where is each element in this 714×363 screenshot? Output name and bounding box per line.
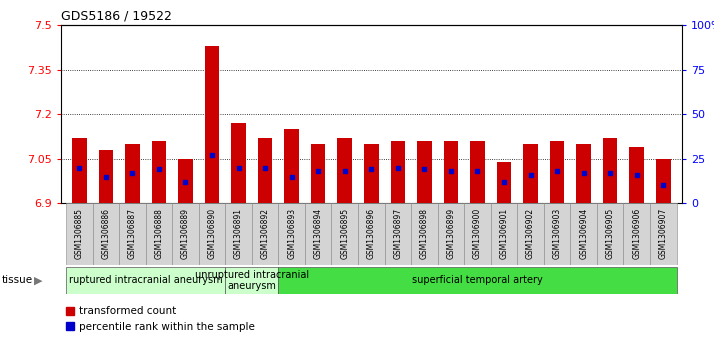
Text: GSM1306898: GSM1306898	[420, 208, 429, 259]
Bar	[497, 162, 511, 203]
Text: GSM1306901: GSM1306901	[500, 208, 508, 259]
Bar	[99, 150, 113, 203]
FancyBboxPatch shape	[252, 203, 278, 265]
Bar	[630, 147, 644, 203]
FancyBboxPatch shape	[278, 267, 677, 294]
FancyBboxPatch shape	[331, 203, 358, 265]
Text: GSM1306897: GSM1306897	[393, 208, 402, 259]
Text: GSM1306896: GSM1306896	[367, 208, 376, 259]
FancyBboxPatch shape	[93, 203, 119, 265]
Bar	[72, 138, 86, 203]
FancyBboxPatch shape	[491, 203, 517, 265]
Text: GSM1306894: GSM1306894	[313, 208, 323, 259]
FancyBboxPatch shape	[198, 203, 226, 265]
FancyBboxPatch shape	[305, 203, 331, 265]
Text: GSM1306885: GSM1306885	[75, 208, 84, 259]
Bar	[550, 141, 564, 203]
FancyBboxPatch shape	[119, 203, 146, 265]
Legend: transformed count, percentile rank within the sample: transformed count, percentile rank withi…	[66, 306, 256, 332]
FancyBboxPatch shape	[544, 203, 570, 265]
Bar	[284, 129, 299, 203]
FancyBboxPatch shape	[358, 203, 385, 265]
Text: GSM1306903: GSM1306903	[553, 208, 562, 260]
FancyBboxPatch shape	[146, 203, 172, 265]
Text: GSM1306888: GSM1306888	[154, 208, 164, 259]
Bar	[231, 123, 246, 203]
Text: GSM1306890: GSM1306890	[208, 208, 216, 259]
Bar	[364, 144, 378, 203]
FancyBboxPatch shape	[226, 267, 278, 294]
Text: GSM1306907: GSM1306907	[659, 208, 668, 260]
Text: GSM1306905: GSM1306905	[605, 208, 615, 260]
Bar	[258, 138, 273, 203]
Text: GSM1306900: GSM1306900	[473, 208, 482, 260]
FancyBboxPatch shape	[517, 203, 544, 265]
Bar	[417, 141, 432, 203]
Text: unruptured intracranial
aneurysm: unruptured intracranial aneurysm	[195, 270, 309, 291]
Bar	[576, 144, 591, 203]
Text: GSM1306906: GSM1306906	[632, 208, 641, 260]
Bar	[523, 144, 538, 203]
FancyBboxPatch shape	[66, 267, 226, 294]
Bar	[151, 141, 166, 203]
Text: GSM1306902: GSM1306902	[526, 208, 535, 259]
Text: GSM1306886: GSM1306886	[101, 208, 111, 259]
Bar	[178, 159, 193, 203]
Text: GSM1306893: GSM1306893	[287, 208, 296, 259]
Bar	[338, 138, 352, 203]
FancyBboxPatch shape	[597, 203, 623, 265]
Text: GSM1306904: GSM1306904	[579, 208, 588, 260]
Text: GSM1306899: GSM1306899	[446, 208, 456, 259]
Bar	[443, 141, 458, 203]
FancyBboxPatch shape	[411, 203, 438, 265]
Bar	[603, 138, 618, 203]
Bar	[311, 144, 326, 203]
Text: GSM1306895: GSM1306895	[341, 208, 349, 259]
Text: tissue: tissue	[2, 275, 34, 285]
Bar	[125, 144, 140, 203]
Bar	[391, 141, 405, 203]
Bar	[470, 141, 485, 203]
Text: superficial temporal artery: superficial temporal artery	[412, 276, 543, 285]
Text: ▶: ▶	[34, 275, 42, 285]
Text: ruptured intracranial aneurysm: ruptured intracranial aneurysm	[69, 276, 223, 285]
Text: GSM1306892: GSM1306892	[261, 208, 270, 259]
FancyBboxPatch shape	[570, 203, 597, 265]
FancyBboxPatch shape	[438, 203, 464, 265]
FancyBboxPatch shape	[385, 203, 411, 265]
Text: GSM1306887: GSM1306887	[128, 208, 137, 259]
FancyBboxPatch shape	[623, 203, 650, 265]
FancyBboxPatch shape	[464, 203, 491, 265]
Text: GDS5186 / 19522: GDS5186 / 19522	[61, 10, 171, 23]
Bar	[205, 46, 219, 203]
Text: GSM1306889: GSM1306889	[181, 208, 190, 259]
FancyBboxPatch shape	[226, 203, 252, 265]
Text: GSM1306891: GSM1306891	[234, 208, 243, 259]
FancyBboxPatch shape	[66, 203, 93, 265]
Bar	[656, 159, 670, 203]
FancyBboxPatch shape	[172, 203, 198, 265]
FancyBboxPatch shape	[278, 203, 305, 265]
FancyBboxPatch shape	[650, 203, 677, 265]
